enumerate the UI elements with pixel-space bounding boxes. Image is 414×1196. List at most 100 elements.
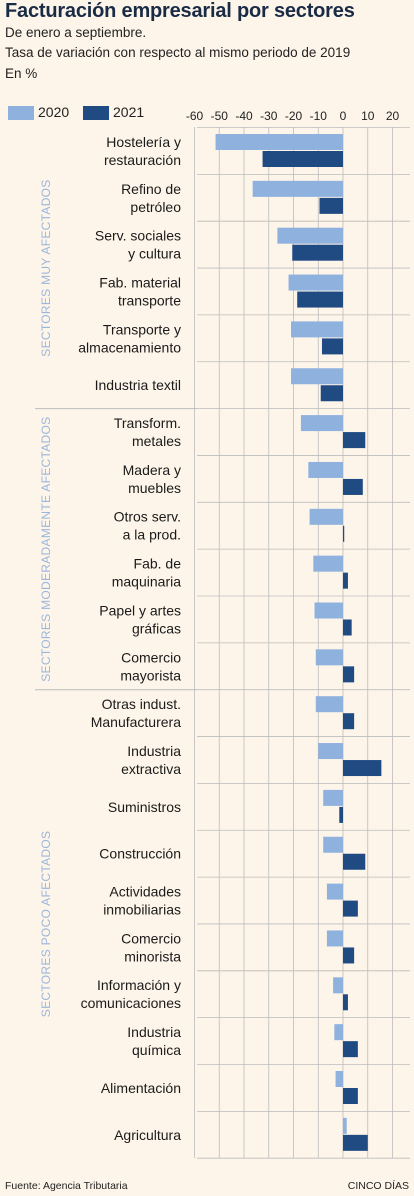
- x-tick-label: -20: [285, 109, 303, 123]
- group-label: SECTORES MUY AFECTADOS: [39, 179, 53, 356]
- bar-2021: [343, 1088, 358, 1104]
- group-label: SECTORES MODERADAMENTE AFECTADOS: [39, 417, 53, 682]
- category-label: Papel y artes: [99, 602, 181, 618]
- bar-2021: [262, 151, 343, 167]
- category-label: Suministros: [108, 799, 181, 815]
- bar-2021: [343, 525, 345, 542]
- x-tick-label: 10: [361, 109, 375, 123]
- bar-2020: [334, 1024, 343, 1041]
- category-label: Fab. material: [99, 274, 181, 290]
- bar-2021: [343, 947, 355, 964]
- category-label: Alimentación: [101, 1080, 181, 1096]
- x-tick-label: -10: [310, 109, 328, 123]
- category-label: Actividades: [109, 884, 181, 900]
- bar-2020: [215, 134, 343, 150]
- bar-2020: [326, 930, 343, 947]
- bar-2020: [288, 274, 343, 291]
- category-label: Transporte y: [103, 321, 181, 337]
- category-label: restauración: [104, 152, 181, 168]
- bar-2021: [343, 1041, 358, 1058]
- bar-2021: [292, 244, 343, 261]
- category-label: gráficas: [132, 620, 181, 636]
- bar-2021: [319, 197, 343, 214]
- category-label: Industria textil: [95, 377, 181, 393]
- legend-label-2020: 2020: [38, 104, 70, 120]
- category-label: muebles: [128, 480, 181, 496]
- bar-2021: [343, 900, 358, 917]
- chart-subtitle-measure: Tasa de variación con respecto al mismo …: [5, 45, 351, 60]
- bar-2020: [308, 461, 343, 478]
- category-label: Comercio: [121, 649, 181, 665]
- category-label: mayorista: [120, 667, 181, 683]
- x-tick-label: -50: [211, 109, 229, 123]
- category-label: Fab. de: [134, 556, 182, 572]
- bar-2021: [343, 760, 382, 777]
- category-label: y cultura: [128, 246, 181, 262]
- category-label: Madera y: [123, 462, 181, 478]
- x-tick-label: 20: [386, 109, 400, 123]
- x-tick-label: 0: [340, 109, 347, 123]
- legend-swatch-2021: [83, 106, 109, 120]
- bar-2020: [335, 1071, 343, 1087]
- brand-credit: CINCO DÍAS: [347, 1180, 409, 1192]
- category-label: Manufacturera: [91, 714, 181, 730]
- category-label: petróleo: [130, 199, 181, 215]
- legend-swatch-2020: [8, 106, 34, 120]
- category-label: Agricultura: [114, 1127, 181, 1143]
- category-label: Hostelería y: [106, 134, 181, 150]
- category-label: Construcción: [99, 846, 181, 862]
- legend-label-2021: 2021: [113, 104, 145, 120]
- bar-2020: [333, 977, 343, 994]
- chart-subtitle-period: De enero a septiembre.: [5, 25, 147, 40]
- category-label: Otras indust.: [102, 696, 181, 712]
- category-label: minorista: [124, 948, 181, 964]
- category-label: transporte: [118, 292, 181, 308]
- x-tick-label: -30: [260, 109, 278, 123]
- category-label: Otros serv.: [114, 509, 181, 525]
- category-label: Comercio: [121, 930, 181, 946]
- category-label: Industria: [127, 743, 181, 759]
- category-label: Información y: [97, 977, 181, 993]
- bar-2021: [320, 385, 343, 402]
- category-label: inmobiliarias: [103, 902, 181, 918]
- x-tick-label: -60: [186, 109, 204, 123]
- bar-2020: [323, 789, 343, 806]
- bar-2021: [343, 853, 366, 870]
- bar-2020: [314, 602, 343, 619]
- bar-2020: [309, 508, 343, 525]
- category-label: Serv. sociales: [95, 228, 181, 244]
- category-label: extractiva: [121, 761, 181, 777]
- bar-2020: [326, 883, 343, 900]
- bar-2021: [343, 713, 355, 730]
- group-label: SECTORES POCO AFECTADOS: [39, 831, 53, 1018]
- chart-unit: En %: [5, 66, 38, 81]
- bar-2020: [315, 649, 343, 666]
- bar-2020: [318, 743, 343, 760]
- category-label: metales: [132, 433, 181, 449]
- bar-2021: [343, 572, 348, 589]
- bar-2021: [343, 1134, 368, 1151]
- category-label: almacenamiento: [78, 339, 181, 355]
- bar-2020: [291, 368, 343, 385]
- bar-2020: [323, 836, 343, 853]
- bar-2021: [343, 432, 366, 449]
- category-label: a la prod.: [123, 527, 181, 543]
- bar-2021: [297, 291, 343, 308]
- bar-2021: [321, 338, 343, 355]
- category-label: Refino de: [121, 181, 181, 197]
- bar-2020: [291, 321, 343, 338]
- category-label: Industria: [127, 1024, 181, 1040]
- bar-2020: [313, 555, 343, 572]
- bar-2021: [343, 666, 355, 683]
- bar-2021: [343, 994, 348, 1011]
- bar-2021: [339, 806, 343, 823]
- source-note: Fuente: Agencia Tributaria: [5, 1180, 128, 1192]
- category-label: comunicaciones: [81, 995, 181, 1011]
- bar-2021: [343, 478, 363, 495]
- bar-2020: [315, 696, 343, 713]
- category-label: Transform.: [114, 415, 181, 431]
- x-tick-label: -40: [235, 109, 253, 123]
- bar-2020: [252, 180, 343, 197]
- bar-2020: [300, 415, 343, 432]
